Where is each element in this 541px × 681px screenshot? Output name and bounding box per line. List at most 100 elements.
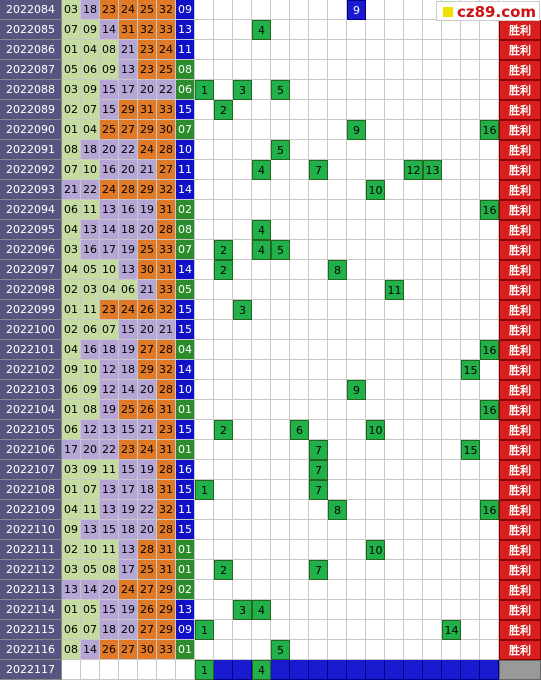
grid-cell xyxy=(309,140,328,160)
grid-cell xyxy=(442,440,461,460)
grid-cell xyxy=(271,300,290,320)
mark: 4 xyxy=(252,160,271,180)
grid-cell xyxy=(252,620,271,640)
mark: 3 xyxy=(233,300,252,320)
grid-cell xyxy=(404,300,423,320)
grid-cell xyxy=(233,160,252,180)
grid-cell xyxy=(214,520,233,540)
grid-cell xyxy=(309,20,328,40)
grid-cell xyxy=(366,100,385,120)
mark: 12 xyxy=(404,160,423,180)
red-ball: 15 xyxy=(100,600,119,620)
period: 2022103 xyxy=(0,380,62,400)
grid-cell xyxy=(252,260,271,280)
blue-ball: 14 xyxy=(176,360,195,380)
grid-cell xyxy=(252,380,271,400)
grid-cell xyxy=(195,40,214,60)
grid-cell xyxy=(309,420,328,440)
result: 胜利 xyxy=(499,20,541,40)
grid-cell xyxy=(290,520,309,540)
grid-cell xyxy=(328,60,347,80)
grid-cell xyxy=(252,480,271,500)
grid-cell xyxy=(271,660,290,680)
grid-cell xyxy=(480,420,499,440)
grid-cell xyxy=(366,240,385,260)
blue-ball: 09 xyxy=(176,620,195,640)
red-ball: 04 xyxy=(100,280,119,300)
result: 胜利 xyxy=(499,240,541,260)
period: 2022106 xyxy=(0,440,62,460)
grid-cell xyxy=(309,400,328,420)
grid-cell xyxy=(347,80,366,100)
result: 胜利 xyxy=(499,320,541,340)
red-ball: 24 xyxy=(119,300,138,320)
red-ball: 12 xyxy=(100,360,119,380)
grid-cell xyxy=(423,220,442,240)
grid-cell xyxy=(423,540,442,560)
grid-cell xyxy=(252,440,271,460)
grid-cell xyxy=(366,620,385,640)
grid-cell xyxy=(461,160,480,180)
grid-cell xyxy=(480,320,499,340)
blue-ball: 08 xyxy=(176,220,195,240)
grid-cell xyxy=(404,20,423,40)
red-ball: 07 xyxy=(100,320,119,340)
grid-cell xyxy=(347,580,366,600)
red-ball: 17 xyxy=(119,80,138,100)
grid-cell xyxy=(423,380,442,400)
grid-cell xyxy=(290,180,309,200)
grid-cell xyxy=(385,560,404,580)
red-ball: 21 xyxy=(119,40,138,60)
grid-cell xyxy=(461,260,480,280)
grid-cell xyxy=(214,140,233,160)
grid-cell xyxy=(195,540,214,560)
grid-cell xyxy=(271,560,290,580)
red-ball: 07 xyxy=(81,620,100,640)
grid-cell xyxy=(404,40,423,60)
grid-cell xyxy=(461,100,480,120)
period: 2022100 xyxy=(0,320,62,340)
period: 2022110 xyxy=(0,520,62,540)
red-ball: 05 xyxy=(81,560,100,580)
result: 胜利 xyxy=(499,280,541,300)
grid-cell xyxy=(480,240,499,260)
red-ball: 15 xyxy=(100,80,119,100)
grid-cell xyxy=(366,200,385,220)
grid-cell xyxy=(195,0,214,20)
grid-cell xyxy=(271,40,290,60)
result: 胜利 xyxy=(499,380,541,400)
red-ball: 07 xyxy=(62,160,81,180)
grid-cell xyxy=(404,260,423,280)
red-ball: 09 xyxy=(100,60,119,80)
grid-cell xyxy=(309,360,328,380)
grid-cell xyxy=(442,360,461,380)
grid-cell xyxy=(233,380,252,400)
grid-cell xyxy=(385,240,404,260)
red-ball: 12 xyxy=(81,420,100,440)
red-ball: 01 xyxy=(62,400,81,420)
grid-cell xyxy=(233,40,252,60)
grid-cell xyxy=(461,280,480,300)
grid-cell xyxy=(271,380,290,400)
grid-cell xyxy=(328,460,347,480)
grid-cell xyxy=(290,600,309,620)
blue-ball: 01 xyxy=(176,400,195,420)
grid-cell xyxy=(366,660,385,680)
grid-cell xyxy=(309,320,328,340)
grid-cell xyxy=(328,20,347,40)
grid-cell xyxy=(195,600,214,620)
grid-cell xyxy=(309,80,328,100)
red-ball: 10 xyxy=(81,540,100,560)
grid-cell xyxy=(480,520,499,540)
grid-cell xyxy=(385,60,404,80)
grid-cell xyxy=(233,420,252,440)
grid-cell xyxy=(385,40,404,60)
blue-ball: 01 xyxy=(176,640,195,660)
grid-cell xyxy=(385,380,404,400)
grid-cell xyxy=(290,440,309,460)
grid-cell xyxy=(385,400,404,420)
grid-cell xyxy=(290,360,309,380)
grid-cell xyxy=(290,300,309,320)
grid-cell xyxy=(385,220,404,240)
red-ball: 16 xyxy=(81,240,100,260)
